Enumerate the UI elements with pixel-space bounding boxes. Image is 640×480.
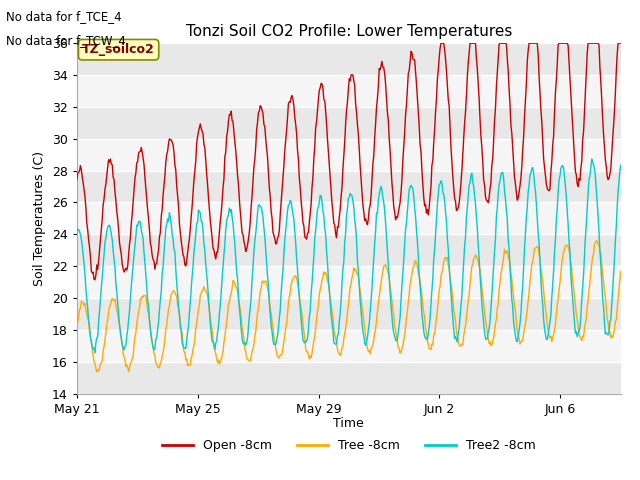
Open -8cm — [320, 96, 328, 102]
Tree -8cm — [73, 324, 81, 329]
X-axis label: Time: Time — [333, 417, 364, 430]
Open -8cm — [170, 150, 178, 156]
Open -8cm — [617, 40, 625, 46]
Tree2 -8cm — [437, 178, 445, 184]
Title: Tonzi Soil CO2 Profile: Lower Temperatures: Tonzi Soil CO2 Profile: Lower Temperatur… — [186, 24, 512, 39]
Tree2 -8cm — [320, 213, 328, 219]
Line: Open -8cm: Open -8cm — [77, 43, 621, 280]
Bar — [77, 203, 621, 234]
Text: TZ_soilco2: TZ_soilco2 — [82, 43, 155, 56]
Tree2 -8cm — [73, 230, 81, 236]
Tree -8cm — [593, 238, 600, 244]
Bar — [77, 266, 621, 298]
Tree2 -8cm — [394, 329, 402, 335]
Open -8cm — [484, 200, 492, 205]
Text: No data for f_TCE_4: No data for f_TCE_4 — [6, 10, 122, 23]
Open -8cm — [91, 277, 99, 283]
Tree -8cm — [617, 268, 625, 274]
Open -8cm — [394, 210, 402, 216]
Tree -8cm — [320, 269, 328, 275]
Tree2 -8cm — [214, 330, 221, 336]
Tree -8cm — [93, 369, 100, 375]
Text: No data for f_TCW_4: No data for f_TCW_4 — [6, 34, 126, 47]
Tree2 -8cm — [483, 336, 491, 341]
Tree2 -8cm — [91, 349, 99, 355]
Bar — [77, 43, 621, 75]
Line: Tree2 -8cm: Tree2 -8cm — [77, 159, 621, 352]
Bar — [77, 107, 621, 139]
Tree -8cm — [394, 345, 402, 350]
Tree -8cm — [437, 273, 445, 279]
Tree2 -8cm — [588, 156, 596, 162]
Bar — [77, 362, 621, 394]
Tree -8cm — [483, 330, 491, 336]
Bar — [77, 139, 621, 170]
Open -8cm — [214, 250, 221, 255]
Tree -8cm — [214, 360, 221, 365]
Bar — [77, 170, 621, 203]
Bar — [77, 234, 621, 266]
Tree2 -8cm — [617, 162, 625, 168]
Legend: Open -8cm, Tree -8cm, Tree2 -8cm: Open -8cm, Tree -8cm, Tree2 -8cm — [157, 434, 541, 457]
Line: Tree -8cm: Tree -8cm — [77, 241, 621, 372]
Tree -8cm — [170, 288, 178, 294]
Open -8cm — [438, 40, 445, 46]
Bar — [77, 75, 621, 107]
Tree2 -8cm — [170, 246, 178, 252]
Open -8cm — [73, 177, 81, 183]
Y-axis label: Soil Temperatures (C): Soil Temperatures (C) — [33, 151, 46, 286]
Bar — [77, 330, 621, 362]
Open -8cm — [437, 41, 445, 47]
Bar — [77, 298, 621, 330]
